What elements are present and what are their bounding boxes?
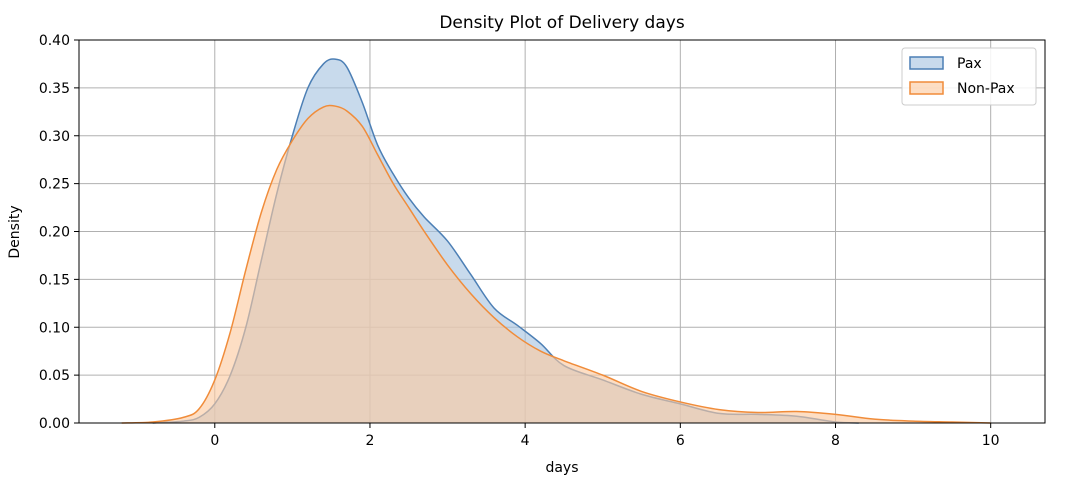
x-tick-label: 8: [831, 433, 840, 449]
legend-swatch-non-pax: [909, 81, 944, 95]
x-tick-label: 4: [521, 433, 530, 449]
y-tick-label: 0.10: [39, 320, 70, 336]
density-areas: [121, 58, 991, 424]
legend-label-non-pax: Non-Pax: [957, 81, 1015, 97]
y-tick-label: 0.00: [39, 416, 70, 432]
y-axis-label: Density: [7, 205, 23, 258]
density-fill-non-pax: [121, 105, 991, 424]
x-tick-label: 0: [210, 433, 219, 449]
y-tick-label: 0.40: [39, 33, 70, 49]
y-tick-label: 0.15: [39, 272, 70, 288]
legend-label-pax: Pax: [957, 56, 982, 72]
y-tick-label: 0.20: [39, 225, 70, 241]
x-axis-label: days: [545, 460, 578, 476]
x-tick-label: 6: [676, 433, 685, 449]
y-tick-label: 0.30: [39, 129, 70, 145]
legend: Pax Non-Pax: [901, 47, 1037, 106]
y-axis-ticks: 0.00 0.05 0.10 0.15 0.20 0.25 0.30 0.35 0.40: [39, 33, 79, 432]
y-tick-label: 0.05: [39, 368, 70, 384]
y-tick-label: 0.35: [39, 81, 70, 97]
chart-title: Density Plot of Delivery days: [439, 13, 685, 33]
x-tick-label: 2: [366, 433, 375, 449]
legend-swatch-pax: [909, 56, 944, 70]
density-line-non-pax: [121, 104, 991, 424]
y-tick-label: 0.25: [39, 177, 70, 193]
x-tick-label: 10: [982, 433, 1000, 449]
x-axis-ticks: 0 2 4 6 8 10: [210, 423, 1000, 449]
